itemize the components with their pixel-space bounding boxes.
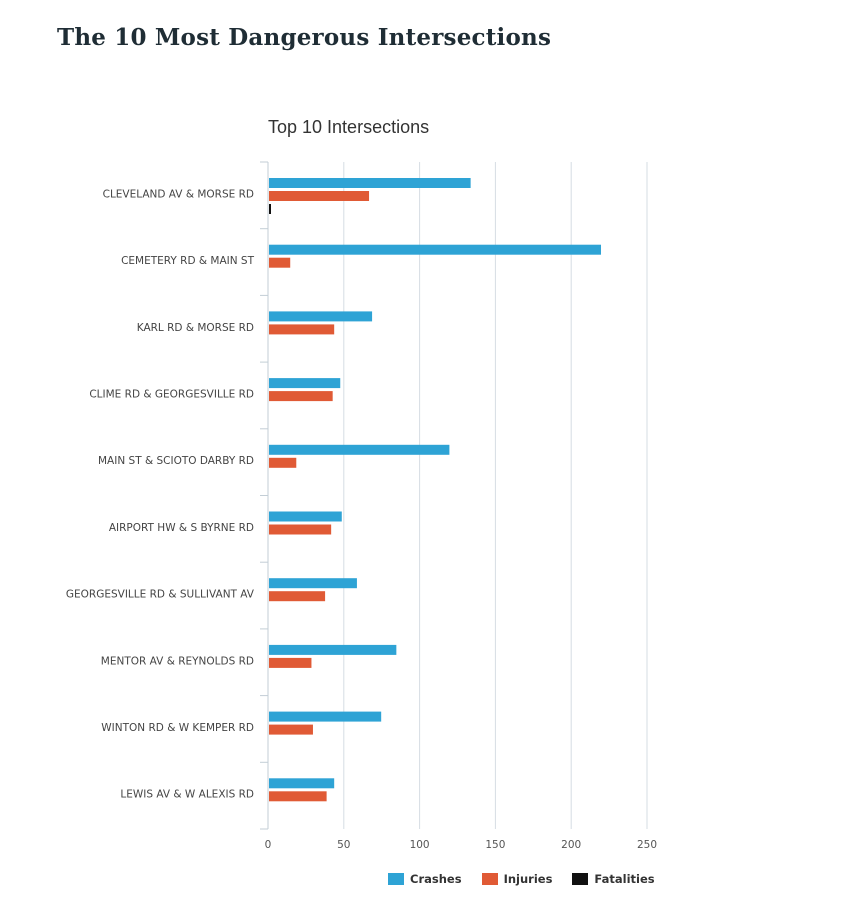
- legend-item-crashes[interactable]: Crashes: [388, 872, 462, 886]
- bar-injuries[interactable]: [269, 724, 313, 735]
- bar-injuries[interactable]: [269, 524, 332, 535]
- x-tick-label: 50: [337, 839, 350, 851]
- bar-injuries[interactable]: [269, 191, 370, 201]
- legend-swatch-injuries: [481, 873, 498, 885]
- legend-label-crashes: Crashes: [410, 872, 462, 886]
- gridlines: [343, 162, 648, 829]
- category-label: GEORGESVILLE RD & SULLIVANT AV: [66, 589, 255, 601]
- legend-swatch-crashes: [388, 873, 404, 885]
- bar-injuries[interactable]: [269, 591, 326, 602]
- bar-injuries[interactable]: [269, 257, 291, 268]
- page-title: The 10 Most Dangerous Intersections: [57, 24, 552, 51]
- bar-fatalities[interactable]: [269, 204, 271, 214]
- chart-title: Top 10 Intersections: [268, 117, 430, 137]
- bar-crashes[interactable]: [269, 311, 373, 322]
- bar-crashes[interactable]: [269, 778, 335, 789]
- x-tick-label: 100: [410, 839, 430, 851]
- bar-injuries[interactable]: [269, 657, 312, 668]
- category-label: WINTON RD & W KEMPER RD: [101, 722, 254, 734]
- category-label: KARL RD & MORSE RD: [137, 322, 254, 334]
- legend-label-injuries: Injuries: [503, 872, 553, 886]
- category-label: CLEVELAND AV & MORSE RD: [103, 188, 254, 200]
- legend-item-fatalities[interactable]: Fatalities: [572, 872, 655, 886]
- category-label: MAIN ST & SCIOTO DARBY RD: [98, 455, 254, 467]
- legend-label-fatalities: Fatalities: [594, 872, 655, 886]
- bar-injuries[interactable]: [269, 324, 335, 335]
- category-label: AIRPORT HW & S BYRNE RD: [109, 522, 254, 534]
- bar-crashes[interactable]: [269, 644, 397, 655]
- x-tick-label: 150: [485, 839, 505, 851]
- x-tick-label: 250: [637, 839, 657, 851]
- x-tick-labels: 0 50 100 150 200 250: [265, 839, 657, 851]
- bar-injuries[interactable]: [269, 791, 327, 802]
- bar-injuries[interactable]: [269, 391, 333, 402]
- legend-swatch-fatalities: [572, 873, 589, 885]
- x-tick-label: 200: [561, 839, 581, 851]
- bar-crashes[interactable]: [269, 244, 602, 255]
- category-label: MENTOR AV & REYNOLDS RD: [101, 655, 254, 667]
- category-axis: [260, 161, 269, 830]
- bar-crashes[interactable]: [269, 578, 357, 589]
- legend-item-injuries[interactable]: Injuries: [481, 872, 553, 886]
- category-label: CLIME RD & GEORGESVILLE RD: [89, 388, 254, 400]
- bar-crashes[interactable]: [269, 511, 342, 522]
- bar-crashes[interactable]: [269, 444, 450, 455]
- x-tick-label: 0: [265, 839, 272, 851]
- bar-crashes[interactable]: [269, 711, 382, 722]
- category-label: LEWIS AV & W ALEXIS RD: [120, 789, 254, 801]
- bar-crashes[interactable]: [269, 178, 471, 188]
- category-labels: CLEVELAND AV & MORSE RD CEMETERY RD & MAI…: [66, 188, 255, 800]
- category-label: CEMETERY RD & MAIN ST: [121, 255, 255, 267]
- legend: Crashes Injuries Fatalities: [388, 872, 655, 886]
- bar-crashes[interactable]: [269, 378, 341, 389]
- bars: [269, 178, 602, 802]
- bar-injuries[interactable]: [269, 457, 297, 468]
